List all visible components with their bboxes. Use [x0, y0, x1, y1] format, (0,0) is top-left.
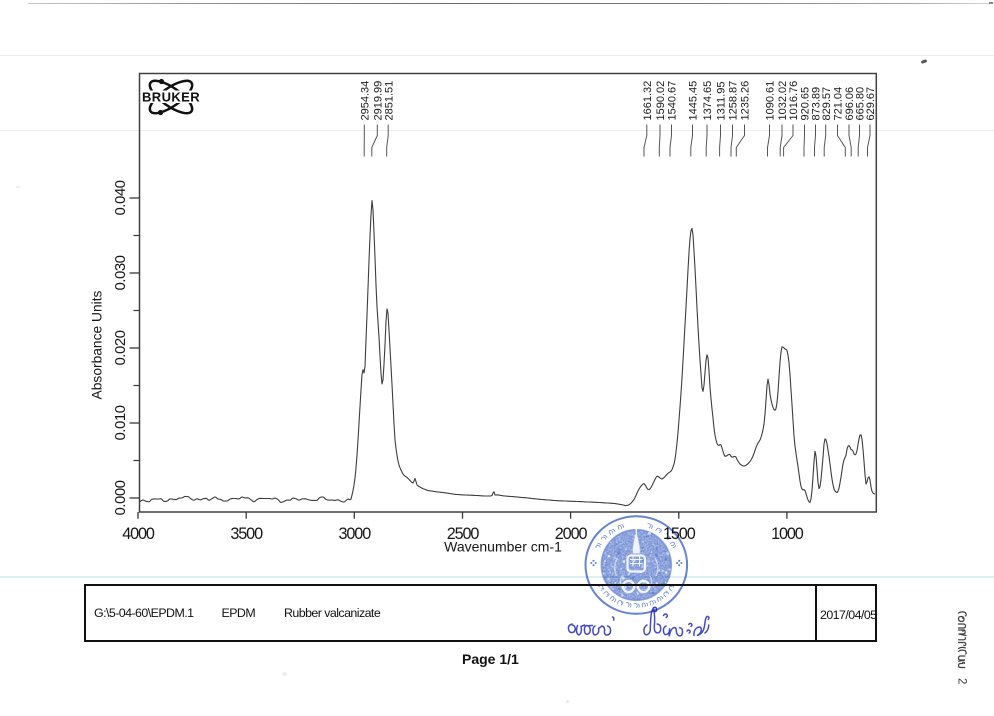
svg-text:721.04: 721.04	[833, 87, 845, 121]
svg-text:1090.61: 1090.61	[765, 81, 777, 121]
svg-text:665.80: 665.80	[855, 87, 867, 121]
svg-text:4000: 4000	[122, 525, 155, 543]
svg-text:0.040: 0.040	[112, 180, 129, 215]
svg-text:3500: 3500	[230, 525, 263, 543]
svg-text:2500: 2500	[447, 525, 480, 543]
svg-text:1235.26: 1235.26	[740, 81, 752, 121]
svg-text:Absorbance Units: Absorbance Units	[90, 290, 105, 399]
svg-text:2954.34: 2954.34	[360, 81, 372, 121]
svg-text:0.000: 0.000	[112, 480, 129, 515]
svg-text:1016.76: 1016.76	[788, 81, 800, 121]
svg-text:829.57: 829.57	[821, 87, 833, 121]
svg-text:2: 2	[956, 678, 968, 684]
svg-text:2851.51: 2851.51	[383, 81, 395, 121]
svg-text:873.89: 873.89	[811, 87, 823, 121]
svg-text:1374.65: 1374.65	[702, 81, 714, 121]
svg-text:1258.87: 1258.87	[728, 81, 740, 121]
svg-text:1311.95: 1311.95	[716, 82, 728, 121]
svg-text:BRUKER: BRUKER	[142, 90, 200, 105]
svg-text:0.010: 0.010	[112, 405, 129, 440]
svg-text:2000: 2000	[555, 525, 588, 543]
svg-text:Wavenumber cm-1: Wavenumber cm-1	[444, 539, 562, 555]
svg-text:696.06: 696.06	[844, 87, 856, 121]
svg-text:3000: 3000	[338, 525, 371, 543]
svg-text:2919.99: 2919.99	[373, 81, 385, 121]
svg-text:1590.02: 1590.02	[655, 81, 667, 121]
svg-text:920.65: 920.65	[800, 87, 812, 121]
svg-text:0.030: 0.030	[112, 255, 129, 290]
svg-text:1032.02: 1032.02	[777, 81, 789, 121]
svg-text:629.67: 629.67	[865, 87, 877, 121]
svg-text:1000: 1000	[771, 525, 804, 543]
svg-text:1661.32: 1661.32	[642, 81, 654, 121]
svg-text:0.020: 0.020	[112, 330, 129, 365]
svg-text:1445.45: 1445.45	[688, 81, 700, 121]
svg-text:1540.67: 1540.67	[667, 81, 679, 121]
